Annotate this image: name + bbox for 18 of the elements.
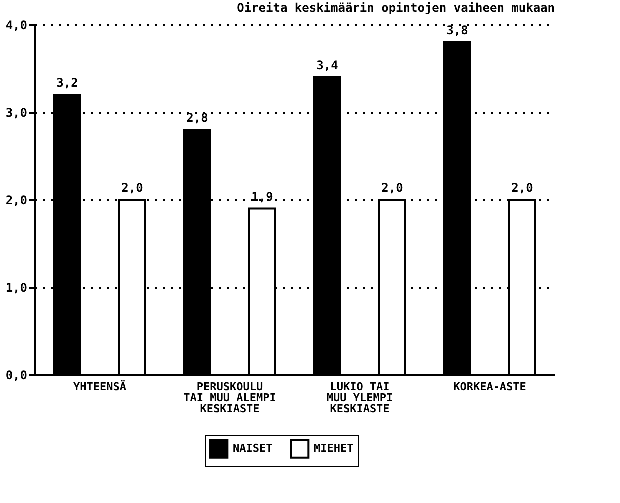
x-tick-label: PERUSKOULU TAI MUU ALEMPI KESKIASTE xyxy=(184,380,276,416)
legend-label: MIEHET xyxy=(314,442,354,456)
chart-title: Oireita keskimäärin opintojen vaiheen mukaan xyxy=(237,1,555,15)
data-label: 2,0 xyxy=(382,181,404,195)
x-tick-label: LUKIO TAI MUU YLEMPI KESKIASTE xyxy=(326,380,394,416)
x-tick-label: KORKEA-ASTE xyxy=(454,380,526,394)
legend-label: NAISET xyxy=(233,442,274,456)
y-tick-label: 2,0 xyxy=(6,194,28,208)
data-label: 2,0 xyxy=(512,181,534,195)
y-tick-label: 1,0 xyxy=(6,281,28,295)
x-tick-label: YHTEENSÄ xyxy=(74,380,127,394)
y-tick-label: 4,0 xyxy=(6,18,28,32)
data-label: 3,4 xyxy=(316,58,338,72)
y-tick-label: 3,0 xyxy=(6,106,28,120)
data-label: 3,8 xyxy=(446,24,468,38)
data-label: 3,2 xyxy=(56,76,78,90)
y-tick-label: 0,0 xyxy=(6,368,28,382)
data-label: 2,0 xyxy=(122,181,144,195)
